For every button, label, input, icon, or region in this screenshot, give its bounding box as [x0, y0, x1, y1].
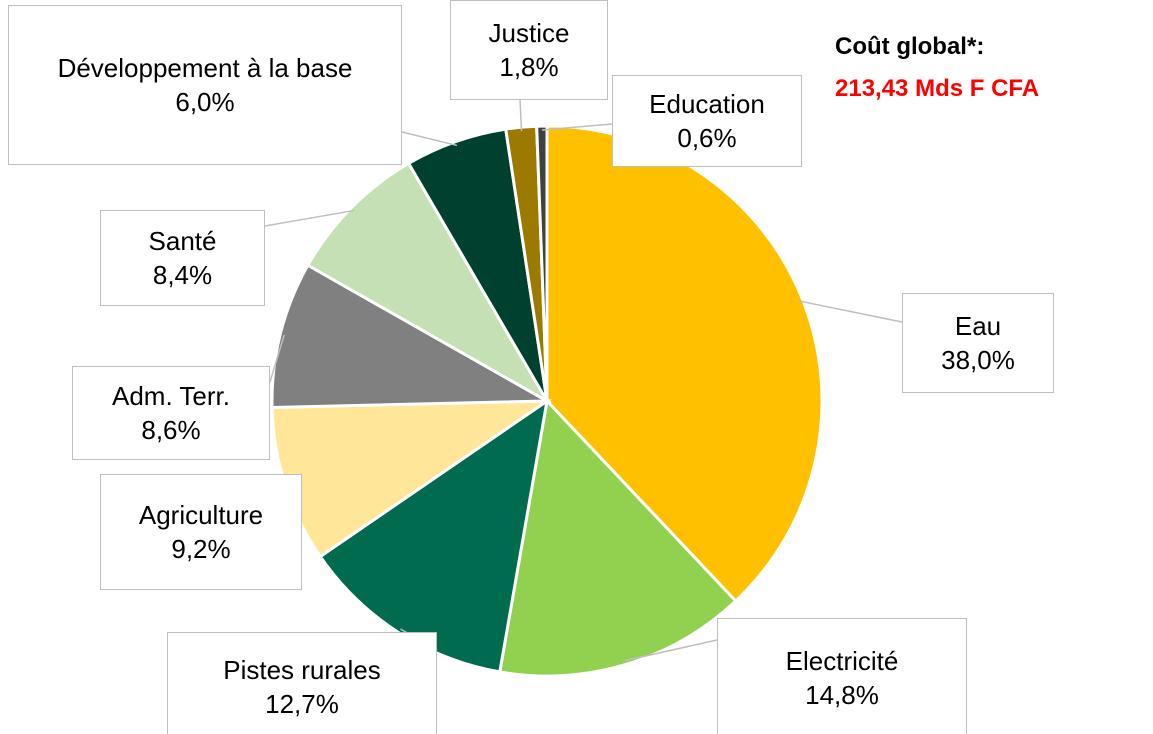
- label-value: 14,8%: [805, 680, 879, 710]
- label-value: 12,7%: [265, 689, 339, 719]
- data-label: Agriculture 9,2%: [100, 474, 302, 590]
- label-name: Agriculture: [138, 500, 264, 530]
- leader-line: [264, 209, 355, 227]
- label-value: 9,2%: [171, 534, 231, 564]
- data-label: Eau 38,0%: [902, 293, 1054, 393]
- label-name: Adm. Terr.: [111, 381, 230, 411]
- leader-line: [401, 131, 458, 147]
- label-value: 0,6%: [677, 123, 737, 153]
- label-name: Pistes rurales: [223, 655, 381, 685]
- label-value: 38,0%: [941, 345, 1015, 375]
- label-value: 8,6%: [141, 415, 201, 445]
- label-name: Développement à la base: [57, 53, 353, 83]
- annotation: 213,43 Mds F CFA: [835, 75, 1040, 102]
- leader-line: [519, 99, 523, 132]
- leader-line: [541, 123, 613, 131]
- annotation: Coût global*:: [835, 33, 985, 60]
- label-value: 6,0%: [175, 87, 235, 117]
- pie-slice: [498, 397, 738, 678]
- leader-line: [624, 639, 718, 662]
- label-value: 8,4%: [152, 260, 213, 290]
- data-label: Justice 1,8%: [450, 0, 608, 100]
- data-label: Santé 8,4%: [100, 210, 265, 306]
- label-name: Education: [649, 89, 765, 119]
- pie-slice: [535, 124, 549, 402]
- data-label: Développement à la base 6,0%: [8, 5, 402, 165]
- data-label: Pistes rurales 12,7%: [167, 632, 437, 734]
- pie-slice: [270, 263, 553, 410]
- pie-slice: [305, 161, 552, 406]
- data-label: Electricité 14,8%: [717, 618, 967, 734]
- label-name: Justice: [488, 18, 570, 48]
- label-name: Santé: [148, 226, 217, 256]
- label-name: Electricité: [785, 646, 899, 676]
- leader-line: [269, 334, 285, 383]
- leader-line: [798, 300, 903, 323]
- label-value: 1,8%: [499, 52, 559, 82]
- data-label: Education 0,6%: [612, 75, 802, 167]
- data-label: Adm. Terr. 8,6%: [72, 366, 270, 460]
- label-name: Eau: [954, 311, 1002, 341]
